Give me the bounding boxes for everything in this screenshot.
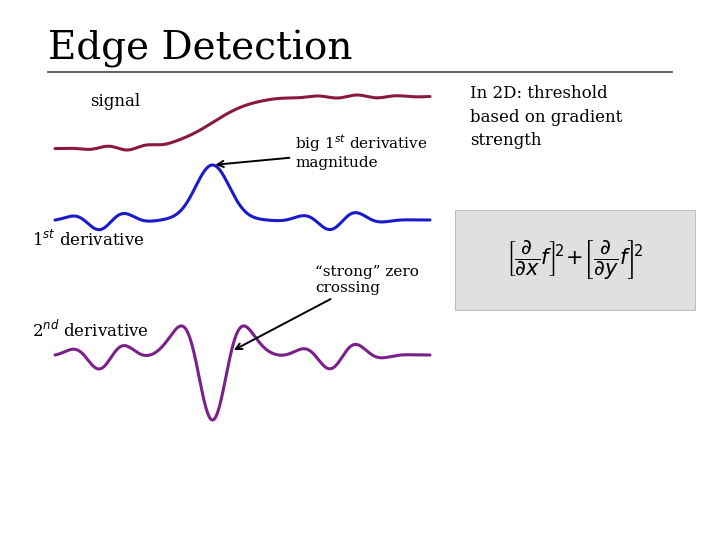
Text: Edge Detection: Edge Detection bbox=[48, 30, 353, 68]
Text: 2$^{nd}$ derivative: 2$^{nd}$ derivative bbox=[32, 319, 149, 341]
Text: In 2D: threshold
based on gradient
strength: In 2D: threshold based on gradient stren… bbox=[470, 85, 622, 149]
Text: 1$^{st}$ derivative: 1$^{st}$ derivative bbox=[32, 230, 145, 250]
Text: signal: signal bbox=[90, 93, 140, 111]
FancyBboxPatch shape bbox=[455, 210, 695, 310]
Text: $\left[\dfrac{\partial}{\partial x}f\right]^{\!2}\!+\!\left[\dfrac{\partial}{\pa: $\left[\dfrac{\partial}{\partial x}f\rig… bbox=[506, 238, 644, 282]
Text: big 1$^{st}$ derivative
magnitude: big 1$^{st}$ derivative magnitude bbox=[217, 132, 428, 170]
Text: “strong” zero
crossing: “strong” zero crossing bbox=[235, 265, 419, 349]
